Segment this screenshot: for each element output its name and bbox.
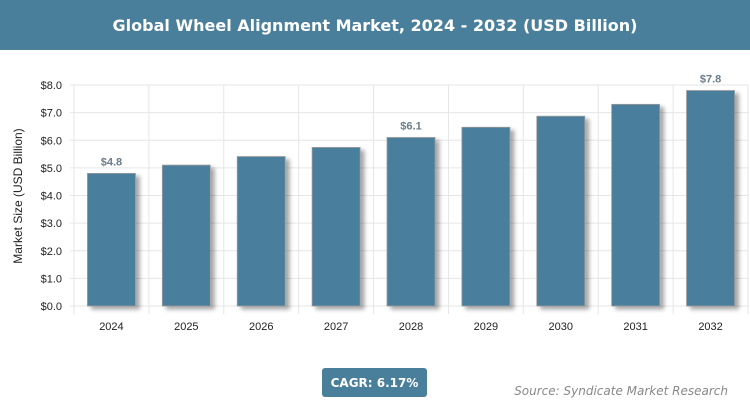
source-note: Source: Syndicate Market Research xyxy=(514,384,728,398)
bar-2031 xyxy=(611,103,661,307)
x-tick-label: 2027 xyxy=(324,321,348,333)
bar-2029 xyxy=(461,126,511,307)
y-tick-label: $1.0 xyxy=(41,273,62,285)
x-tick-label: 2031 xyxy=(623,321,647,333)
data-label: $4.8 xyxy=(101,156,122,168)
bar-2028 xyxy=(386,137,436,307)
chart-title: Global Wheel Alignment Market, 2024 - 20… xyxy=(0,0,750,50)
bar-2032 xyxy=(686,90,735,307)
bar-2026 xyxy=(236,156,286,307)
x-tick-label: 2025 xyxy=(174,321,198,333)
y-tick-label: $3.0 xyxy=(41,218,62,230)
x-tick-label: 2026 xyxy=(249,321,273,333)
bar-2027 xyxy=(311,147,361,307)
y-tick-label: $5.0 xyxy=(41,163,62,175)
y-tick-label: $7.0 xyxy=(41,108,62,120)
x-tick-label: 2029 xyxy=(474,321,498,333)
y-tick-label: $8.0 xyxy=(41,80,62,92)
x-tick-label: 2028 xyxy=(399,321,423,333)
y-tick-label: $2.0 xyxy=(41,246,62,258)
bar-2024 xyxy=(87,172,136,307)
y-tick-label: $0.0 xyxy=(41,301,62,313)
x-tick-label: 2024 xyxy=(99,321,123,333)
cagr-badge: CAGR: 6.17% xyxy=(322,368,427,397)
data-label: $7.8 xyxy=(700,74,721,86)
bar-2030 xyxy=(536,115,586,307)
x-tick-label: 2032 xyxy=(698,321,722,333)
y-axis-label: Market Size (USD Billion) xyxy=(11,128,25,263)
x-tick-label: 2030 xyxy=(549,321,573,333)
data-label: $6.1 xyxy=(400,120,421,132)
bar-2025 xyxy=(161,164,211,307)
y-tick-label: $6.0 xyxy=(41,135,62,147)
y-tick-label: $4.0 xyxy=(41,191,62,203)
